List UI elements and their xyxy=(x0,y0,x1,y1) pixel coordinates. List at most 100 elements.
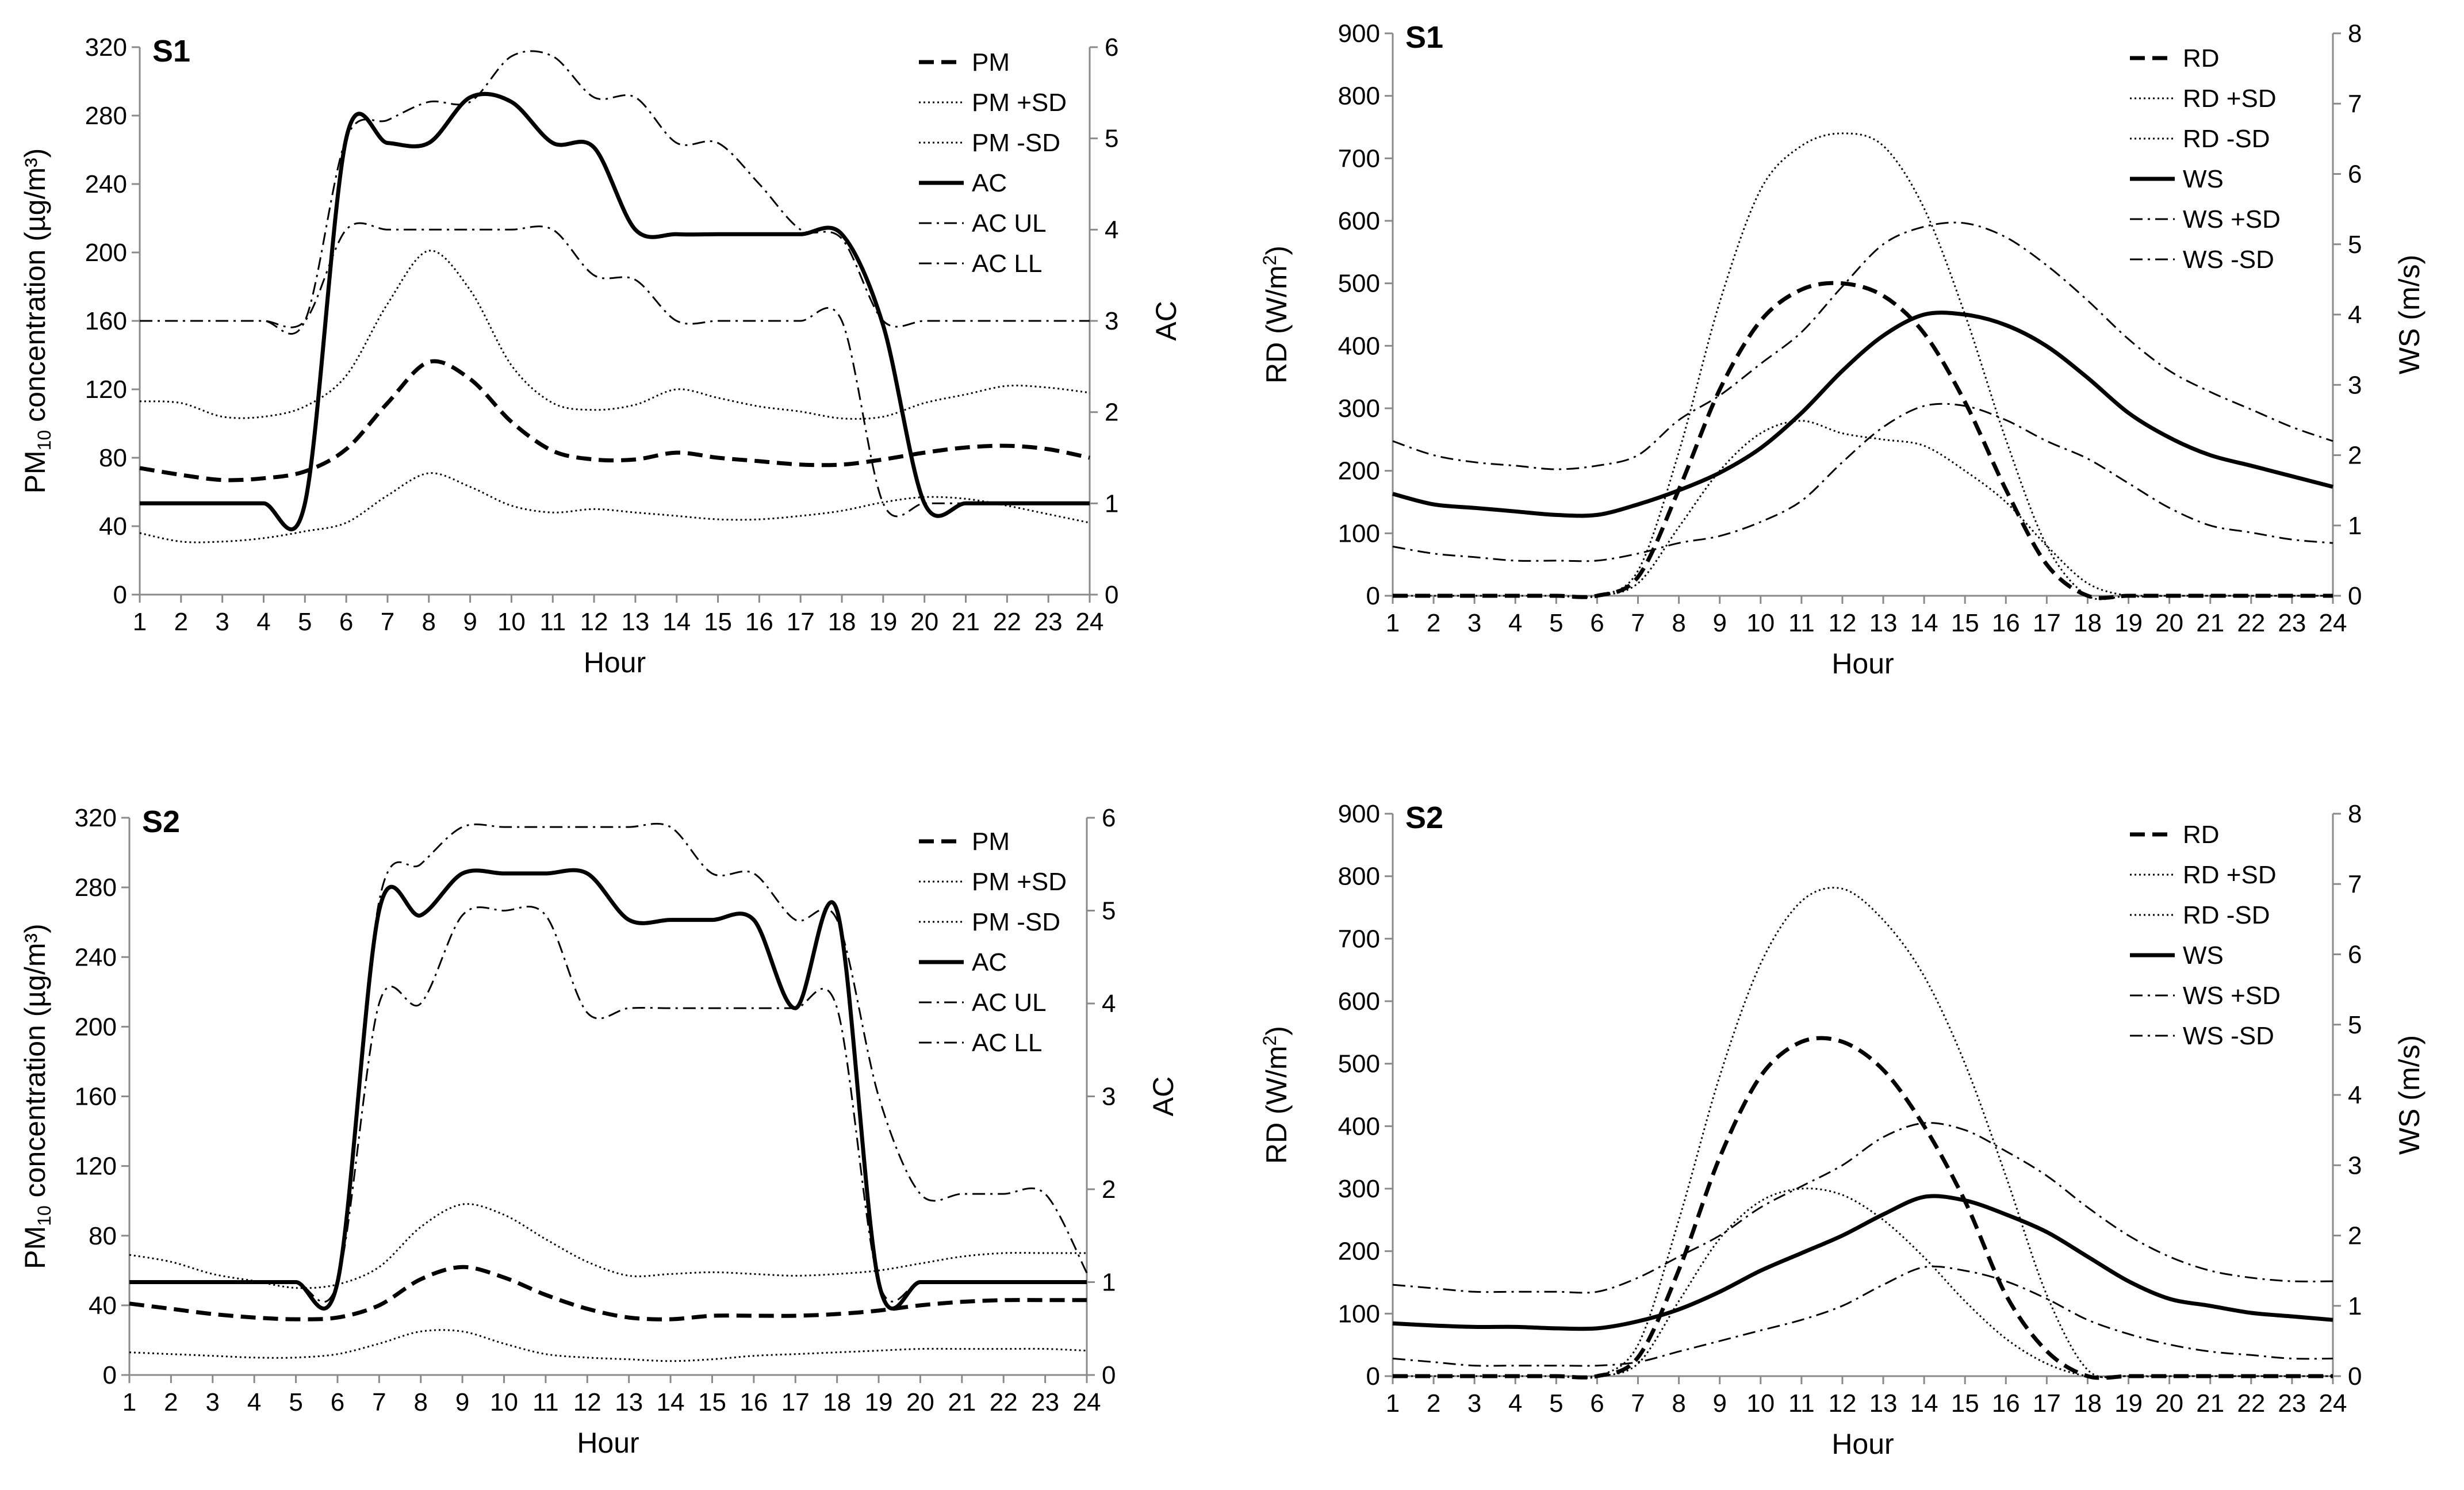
x-tick-label: 18 xyxy=(2074,609,2102,637)
y-tick-label: 160 xyxy=(75,1083,117,1111)
y-tick-label: 800 xyxy=(1338,863,1380,891)
x-tick-label: 9 xyxy=(455,1388,469,1416)
y-tick-label: 40 xyxy=(89,1292,117,1320)
x-tick-label: 18 xyxy=(2074,1389,2102,1418)
x-tick-label: 2 xyxy=(1427,1389,1440,1418)
y-tick-label: 800 xyxy=(1338,82,1380,110)
x-tick-label: 20 xyxy=(2155,609,2183,637)
y-tick-label: 900 xyxy=(1338,800,1380,828)
x-tick-label: 6 xyxy=(339,608,353,636)
y-tick-label: 280 xyxy=(85,102,127,130)
y-tick-label: 0 xyxy=(103,1361,117,1389)
y2-tick-label: 3 xyxy=(1102,1083,1116,1111)
y2-tick-label: 0 xyxy=(1102,1361,1116,1389)
y-tick-label: 200 xyxy=(85,239,127,267)
y2-tick-label: 4 xyxy=(1105,216,1118,244)
x-tick-label: 1 xyxy=(133,608,147,636)
x-tick-label: 20 xyxy=(906,1388,934,1416)
y-tick-label: 160 xyxy=(85,307,127,335)
x-tick-label: 14 xyxy=(1910,609,1938,637)
series-line-ws-sd xyxy=(1392,403,2333,562)
x-tick-label: 17 xyxy=(781,1388,810,1416)
x-tick-label: 16 xyxy=(1992,609,2020,637)
x-tick-label: 19 xyxy=(865,1388,893,1416)
x-tick-label: 24 xyxy=(2319,1389,2347,1418)
x-axis-title: Hour xyxy=(584,646,646,679)
y-tick-label: 200 xyxy=(75,1013,117,1041)
legend-label: PM -SD xyxy=(972,129,1060,157)
legend-label: RD +SD xyxy=(2183,861,2277,889)
x-tick-label: 9 xyxy=(1712,609,1726,637)
chart-panel-rd-s2: 0 100 200 300 400 500 600 700 800 900 0 1 2 3 4 5 6 7 8 1 2 3… xyxy=(1232,744,2464,1487)
y2-tick-label: 5 xyxy=(2348,231,2362,259)
y2-tick-label: 3 xyxy=(2348,1151,2362,1179)
x-tick-label: 15 xyxy=(1951,1389,1979,1418)
y-tick-label: 320 xyxy=(75,804,117,832)
y-tick-label: 0 xyxy=(113,581,127,609)
x-tick-label: 17 xyxy=(787,608,815,636)
x-tick-label: 17 xyxy=(2033,1389,2061,1418)
y2-tick-label: 1 xyxy=(2348,512,2362,540)
x-tick-label: 13 xyxy=(1869,1389,1898,1418)
x-tick-label: 9 xyxy=(463,608,477,636)
y-axis-title: RD (W/m2) xyxy=(1259,1026,1293,1164)
y-tick-label: 400 xyxy=(1338,332,1380,360)
y2-tick-label: 3 xyxy=(1105,307,1118,335)
y2-tick-label: 0 xyxy=(2348,582,2362,610)
y2-tick-label: 4 xyxy=(2348,301,2362,329)
legend-label: RD xyxy=(2183,821,2220,849)
x-tick-label: 19 xyxy=(2114,1389,2143,1418)
legend-label: AC xyxy=(972,948,1007,976)
y-tick-label: 0 xyxy=(1366,582,1380,610)
x-tick-label: 12 xyxy=(1828,609,1856,637)
legend-label: RD +SD xyxy=(2183,85,2277,113)
x-tick-label: 16 xyxy=(745,608,773,636)
y2-tick-label: 1 xyxy=(1105,489,1118,518)
x-tick-label: 21 xyxy=(2196,609,2224,637)
x-tick-label: 23 xyxy=(1031,1388,1059,1416)
legend-label: PM xyxy=(972,828,1010,856)
x-tick-label: 23 xyxy=(2278,1389,2306,1418)
series-line-ac-ul xyxy=(129,822,1088,1310)
x-tick-label: 4 xyxy=(247,1388,261,1416)
legend-label: WS xyxy=(2183,941,2224,970)
series-line-rd-sd xyxy=(1392,1188,2333,1378)
x-tick-label: 10 xyxy=(490,1388,518,1416)
legend-label: PM -SD xyxy=(972,908,1060,936)
y-tick-label: 320 xyxy=(85,33,127,62)
x-tick-label: 11 xyxy=(1788,609,1815,637)
y2-tick-label: 6 xyxy=(2348,160,2362,189)
x-tick-label: 15 xyxy=(698,1388,726,1416)
x-tick-label: 3 xyxy=(1467,1389,1481,1418)
y2-tick-label: 7 xyxy=(2348,870,2362,898)
x-tick-label: 3 xyxy=(206,1388,220,1416)
x-tick-label: 4 xyxy=(256,608,270,636)
x-tick-label: 13 xyxy=(615,1388,643,1416)
series-line-ac-ll xyxy=(129,905,1087,1303)
x-tick-label: 1 xyxy=(1386,1389,1400,1418)
y2-tick-label: 1 xyxy=(1102,1269,1116,1297)
series-line-rd-sd xyxy=(1393,132,2333,600)
y-tick-label: 300 xyxy=(1338,394,1380,423)
legend-label: WS -SD xyxy=(2183,246,2274,274)
x-axis-title: Hour xyxy=(1831,1428,1894,1460)
legend-label: RD xyxy=(2183,44,2220,72)
x-tick-label: 14 xyxy=(662,608,691,636)
series-line-rd-sd xyxy=(1392,887,2333,1380)
y-axis-title: RD (W/m2) xyxy=(1259,246,1293,384)
x-tick-label: 10 xyxy=(1746,1389,1775,1418)
y-tick-label: 100 xyxy=(1338,519,1380,547)
x-tick-label: 7 xyxy=(381,608,394,636)
y2-tick-label: 1 xyxy=(2348,1292,2362,1320)
x-tick-label: 20 xyxy=(910,608,938,636)
series-line-rd xyxy=(1393,281,2333,600)
y2-tick-label: 5 xyxy=(2348,1011,2362,1039)
x-tick-label: 19 xyxy=(2114,609,2143,637)
y-tick-label: 300 xyxy=(1338,1175,1380,1203)
legend-label: AC UL xyxy=(972,989,1047,1017)
y2-tick-label: 3 xyxy=(2348,371,2362,399)
series-line-pm xyxy=(139,359,1090,482)
